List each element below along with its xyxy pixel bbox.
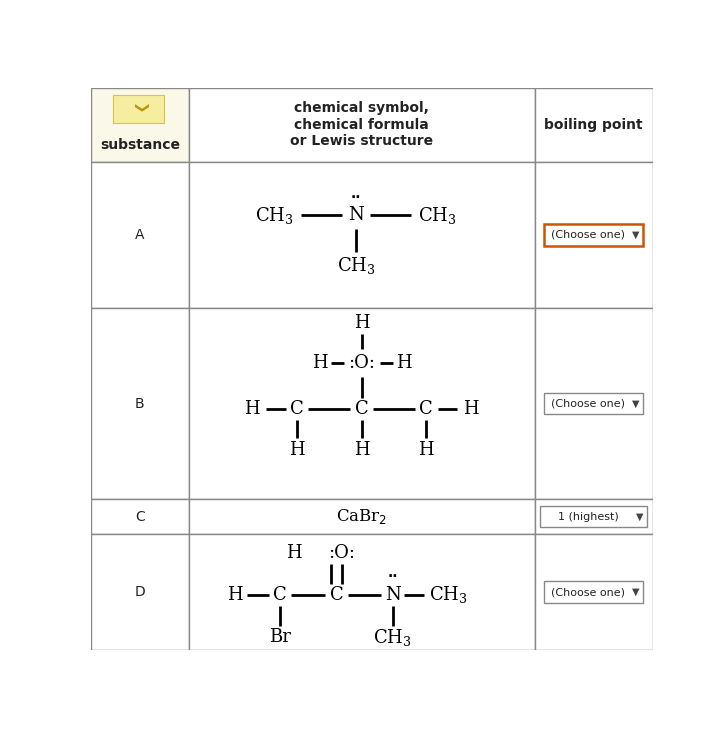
Text: H: H [244, 400, 260, 418]
Text: :O:: :O: [348, 354, 376, 372]
Text: substance: substance [100, 139, 180, 153]
Text: ▼: ▼ [632, 230, 639, 240]
Bar [544, 581, 642, 603]
Text: H: H [354, 441, 370, 458]
Text: 1 (highest): 1 (highest) [558, 512, 618, 522]
Text: ▼: ▼ [632, 399, 639, 409]
Bar [189, 308, 534, 499]
Text: D: D [134, 585, 145, 599]
Text: ▼: ▼ [632, 587, 639, 597]
Text: C: C [355, 400, 368, 418]
Text: H: H [396, 354, 412, 372]
Text: $\mathregular{CH_3}$: $\mathregular{CH_3}$ [336, 255, 376, 276]
Text: C: C [420, 400, 434, 418]
Bar [534, 162, 653, 308]
Text: :O:: :O: [328, 544, 355, 562]
Bar [189, 162, 534, 308]
Text: ··: ·· [387, 570, 398, 584]
Bar [91, 162, 189, 308]
Text: ▼: ▼ [637, 512, 644, 522]
Text: ··: ·· [351, 191, 361, 205]
Text: (Choose one): (Choose one) [551, 399, 625, 409]
Text: H: H [418, 441, 434, 458]
Bar [91, 534, 189, 650]
Text: H: H [289, 441, 305, 458]
Bar [540, 506, 647, 528]
Bar [189, 88, 534, 162]
Text: chemical symbol,
chemical formula
or Lewis structure: chemical symbol, chemical formula or Lew… [290, 101, 434, 148]
Text: H: H [312, 354, 328, 372]
Text: $\mathregular{CH_3}$: $\mathregular{CH_3}$ [373, 626, 412, 648]
Text: B: B [135, 396, 144, 410]
Text: C: C [290, 400, 304, 418]
Text: H: H [354, 314, 370, 331]
Text: H: H [228, 586, 243, 604]
Text: $\mathregular{CH_3}$: $\mathregular{CH_3}$ [429, 585, 468, 605]
Bar [189, 499, 534, 534]
Text: CaBr$_2$: CaBr$_2$ [336, 507, 387, 526]
Text: C: C [330, 586, 344, 604]
Text: $\mathregular{CH_3}$: $\mathregular{CH_3}$ [418, 204, 457, 226]
Text: (Choose one): (Choose one) [551, 587, 625, 597]
Text: H: H [286, 544, 302, 562]
Text: C: C [135, 510, 145, 523]
Text: H: H [463, 400, 479, 418]
Bar [189, 534, 534, 650]
Bar [91, 88, 189, 162]
Text: N: N [385, 586, 400, 604]
Bar [91, 499, 189, 534]
Bar [534, 308, 653, 499]
Bar [534, 534, 653, 650]
Text: Br: Br [269, 628, 291, 646]
Bar [544, 224, 642, 245]
Text: C: C [273, 586, 287, 604]
Text: (Choose one): (Choose one) [551, 230, 625, 240]
Text: boiling point: boiling point [544, 118, 643, 131]
Bar [534, 88, 653, 162]
Text: A: A [135, 228, 144, 242]
Bar [113, 95, 164, 123]
Bar [534, 499, 653, 534]
Text: ❯: ❯ [131, 104, 146, 115]
Text: N: N [348, 206, 364, 224]
Bar [544, 393, 642, 414]
Bar [91, 308, 189, 499]
Text: $\mathregular{CH_3}$: $\mathregular{CH_3}$ [255, 204, 294, 226]
